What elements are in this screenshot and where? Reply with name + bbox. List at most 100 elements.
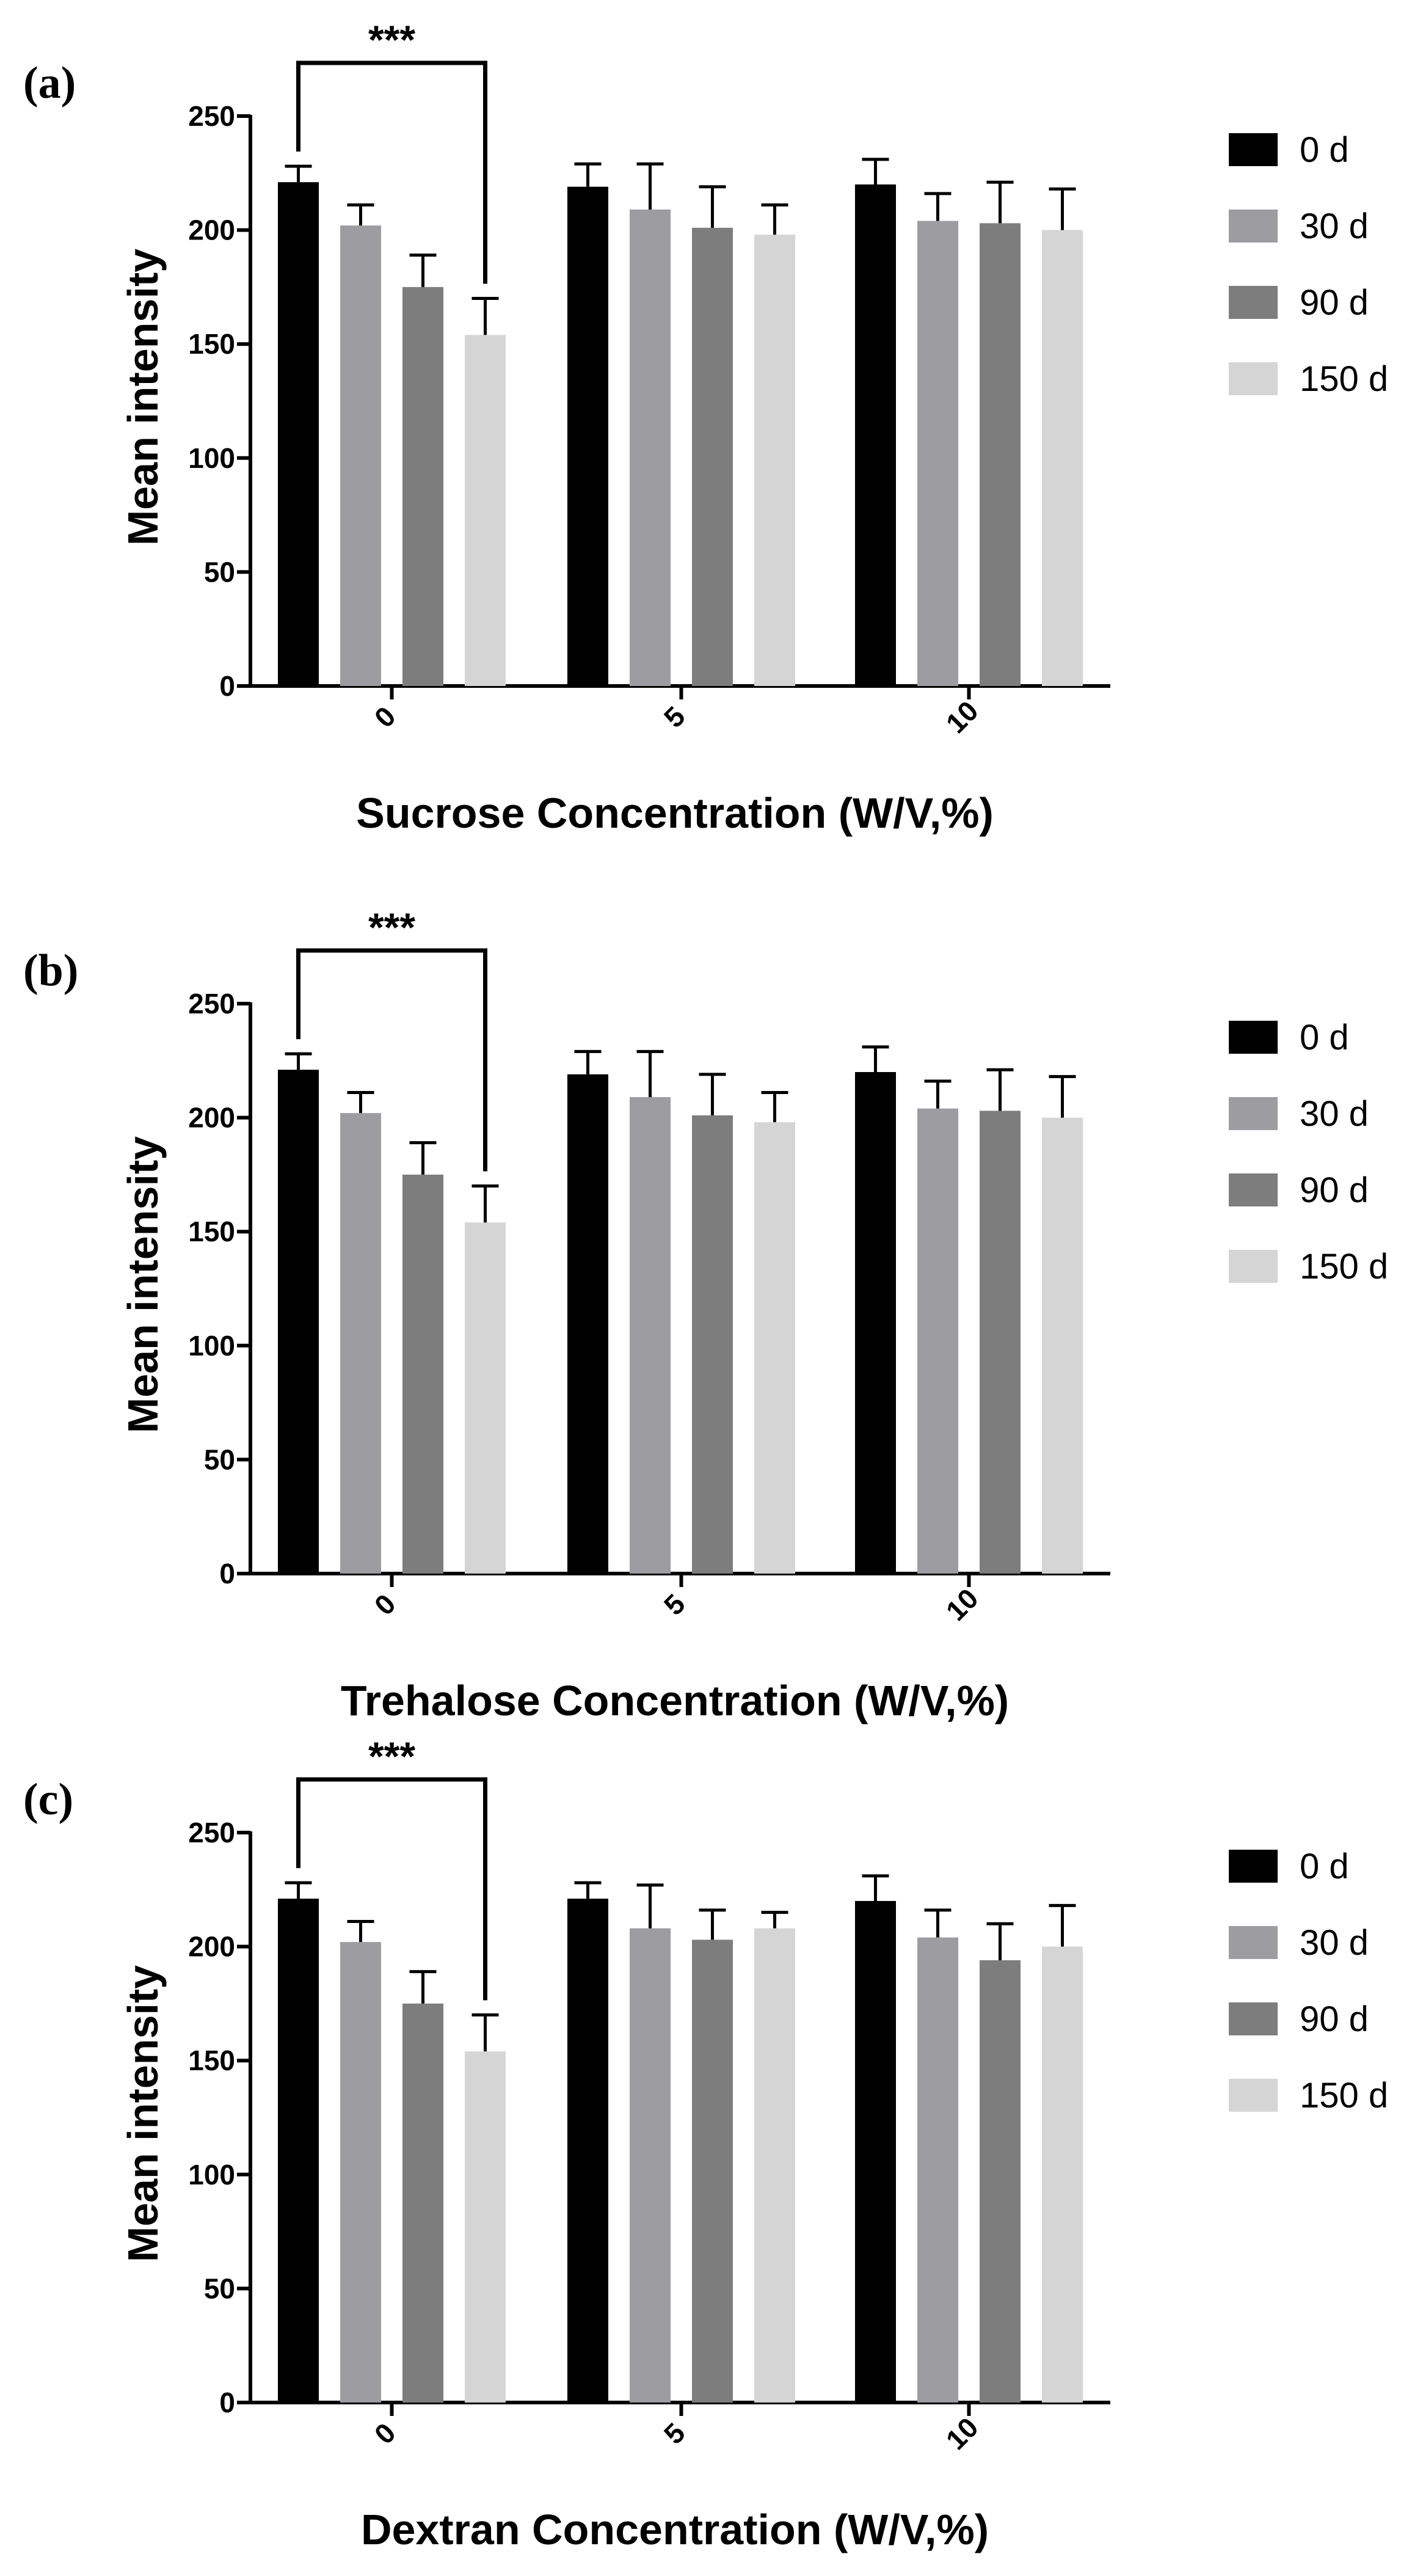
y-tick-label: 0 (219, 670, 235, 702)
y-tick-label: 250 (188, 988, 235, 1020)
y-tick-label: 200 (188, 1102, 235, 1134)
bar-0d-5 (567, 1074, 608, 1574)
y-tick-label: 100 (188, 1330, 235, 1362)
bar-150d-0 (465, 2051, 506, 2403)
bar-30d-0 (340, 1942, 381, 2403)
y-tick-label: 0 (219, 1558, 235, 1589)
x-tick-label: 0 (368, 2417, 402, 2450)
y-axis-title: Mean intensity (119, 1136, 167, 1433)
y-tick-label: 0 (219, 2387, 235, 2418)
bar-150d-10 (1042, 230, 1083, 687)
legend-label: 30 d (1300, 1923, 1369, 1963)
y-tick-label: 150 (188, 1216, 235, 1247)
x-tick-label: 5 (658, 2417, 691, 2450)
legend-label: 0 d (1300, 1847, 1349, 1886)
bar-30d-10 (917, 221, 958, 686)
bar-90d-5 (692, 1115, 733, 1574)
legend-swatch-150d (1229, 1250, 1278, 1283)
bar-30d-0 (340, 225, 381, 686)
y-tick-label: 100 (188, 442, 235, 474)
significance-label: *** (368, 17, 415, 62)
x-axis-title: Dextran Concentration (W/V,%) (361, 2506, 989, 2553)
bar-0d-5 (567, 1899, 608, 2403)
bar-0d-10 (855, 184, 896, 687)
legend-swatch-90d (1229, 286, 1278, 319)
x-tick-label: 0 (368, 1588, 402, 1621)
bar-90d-10 (980, 1960, 1021, 2403)
legend-swatch-30d (1229, 1926, 1278, 1959)
legend-label: 90 d (1300, 1170, 1369, 1210)
x-tick-label: 10 (940, 695, 984, 739)
panel-label: (c) (23, 1775, 73, 1825)
bar-150d-0 (465, 335, 506, 686)
bar-0d-0 (278, 182, 319, 686)
x-tick-label: 0 (368, 700, 402, 734)
bar-30d-10 (917, 1108, 958, 1574)
bar-150d-10 (1042, 1946, 1083, 2403)
y-tick-label: 200 (188, 214, 235, 246)
legend-swatch-150d (1229, 362, 1278, 395)
legend-swatch-0d (1229, 1850, 1278, 1883)
legend-label: 30 d (1300, 1094, 1369, 1134)
bar-0d-10 (855, 1900, 896, 2403)
y-axis-title: Mean intensity (119, 249, 167, 545)
y-tick-label: 250 (188, 1817, 235, 1848)
x-tick-label: 10 (940, 2411, 984, 2456)
significance-bracket (296, 948, 487, 1172)
bar-90d-5 (692, 1939, 733, 2403)
x-tick-label: 5 (658, 1588, 691, 1621)
legend-label: 30 d (1300, 206, 1369, 246)
y-tick-label: 50 (204, 1443, 235, 1475)
bar-30d-5 (630, 1097, 671, 1574)
y-tick-label: 50 (204, 2272, 235, 2304)
significance-bracket (296, 60, 487, 284)
x-tick-label: 5 (658, 700, 691, 734)
bar-90d-10 (980, 223, 1021, 686)
chart-panel-3: (c) 0 50 100 150 200 250 0 5 10 *** Dextran Concent… (23, 1734, 1388, 2553)
bar-0d-10 (855, 1071, 896, 1574)
legend-swatch-30d (1229, 210, 1278, 243)
legend-swatch-90d (1229, 1173, 1278, 1206)
bar-150d-5 (754, 1122, 795, 1574)
y-tick-label: 250 (188, 100, 235, 132)
bar-90d-0 (402, 286, 443, 686)
legend-label: 150 d (1300, 1247, 1388, 1286)
panel-label: (a) (23, 58, 76, 108)
chart-panel-2: (b) 0 50 100 150 200 250 0 5 10 *** Trehalose Conce… (23, 905, 1388, 1724)
y-tick-label: 200 (188, 1931, 235, 1963)
legend-label: 150 d (1300, 2076, 1388, 2115)
panel-label: (b) (23, 946, 78, 996)
bar-90d-0 (402, 1174, 443, 1574)
y-tick-label: 150 (188, 2045, 235, 2076)
bar-0d-0 (278, 1070, 319, 1574)
significance-bracket (296, 1777, 487, 2001)
significance-label: *** (368, 1734, 415, 1779)
legend-swatch-0d (1229, 133, 1278, 166)
legend-swatch-90d (1229, 2002, 1278, 2035)
bar-90d-0 (402, 2003, 443, 2403)
legend-swatch-0d (1229, 1021, 1278, 1054)
bar-150d-10 (1042, 1117, 1083, 1574)
y-tick-label: 150 (188, 328, 235, 360)
bar-30d-5 (630, 1928, 671, 2403)
y-tick-label: 100 (188, 2159, 235, 2191)
chart-panel-1: (a) 0 50 100 150 200 250 0 5 10 *** Sucrose Concent… (23, 17, 1388, 837)
x-axis-title: Trehalose Concentration (W/V,%) (341, 1677, 1009, 1724)
y-axis-title: Mean intensity (119, 1965, 167, 2262)
legend-label: 150 d (1300, 359, 1388, 399)
legend-label: 0 d (1300, 1018, 1349, 1057)
bar-30d-10 (917, 1937, 958, 2403)
legend-label: 90 d (1300, 1999, 1369, 2039)
x-axis-title: Sucrose Concentration (W/V,%) (356, 789, 994, 837)
y-tick-label: 50 (204, 556, 235, 588)
legend-label: 0 d (1300, 130, 1349, 170)
bar-150d-5 (754, 1928, 795, 2403)
bar-0d-0 (278, 1899, 319, 2403)
legend-swatch-30d (1229, 1097, 1278, 1130)
significance-label: *** (368, 905, 415, 950)
bar-30d-5 (630, 210, 671, 687)
bar-150d-5 (754, 235, 795, 687)
bar-90d-5 (692, 227, 733, 686)
bar-150d-0 (465, 1222, 506, 1574)
legend-swatch-150d (1229, 2079, 1278, 2112)
